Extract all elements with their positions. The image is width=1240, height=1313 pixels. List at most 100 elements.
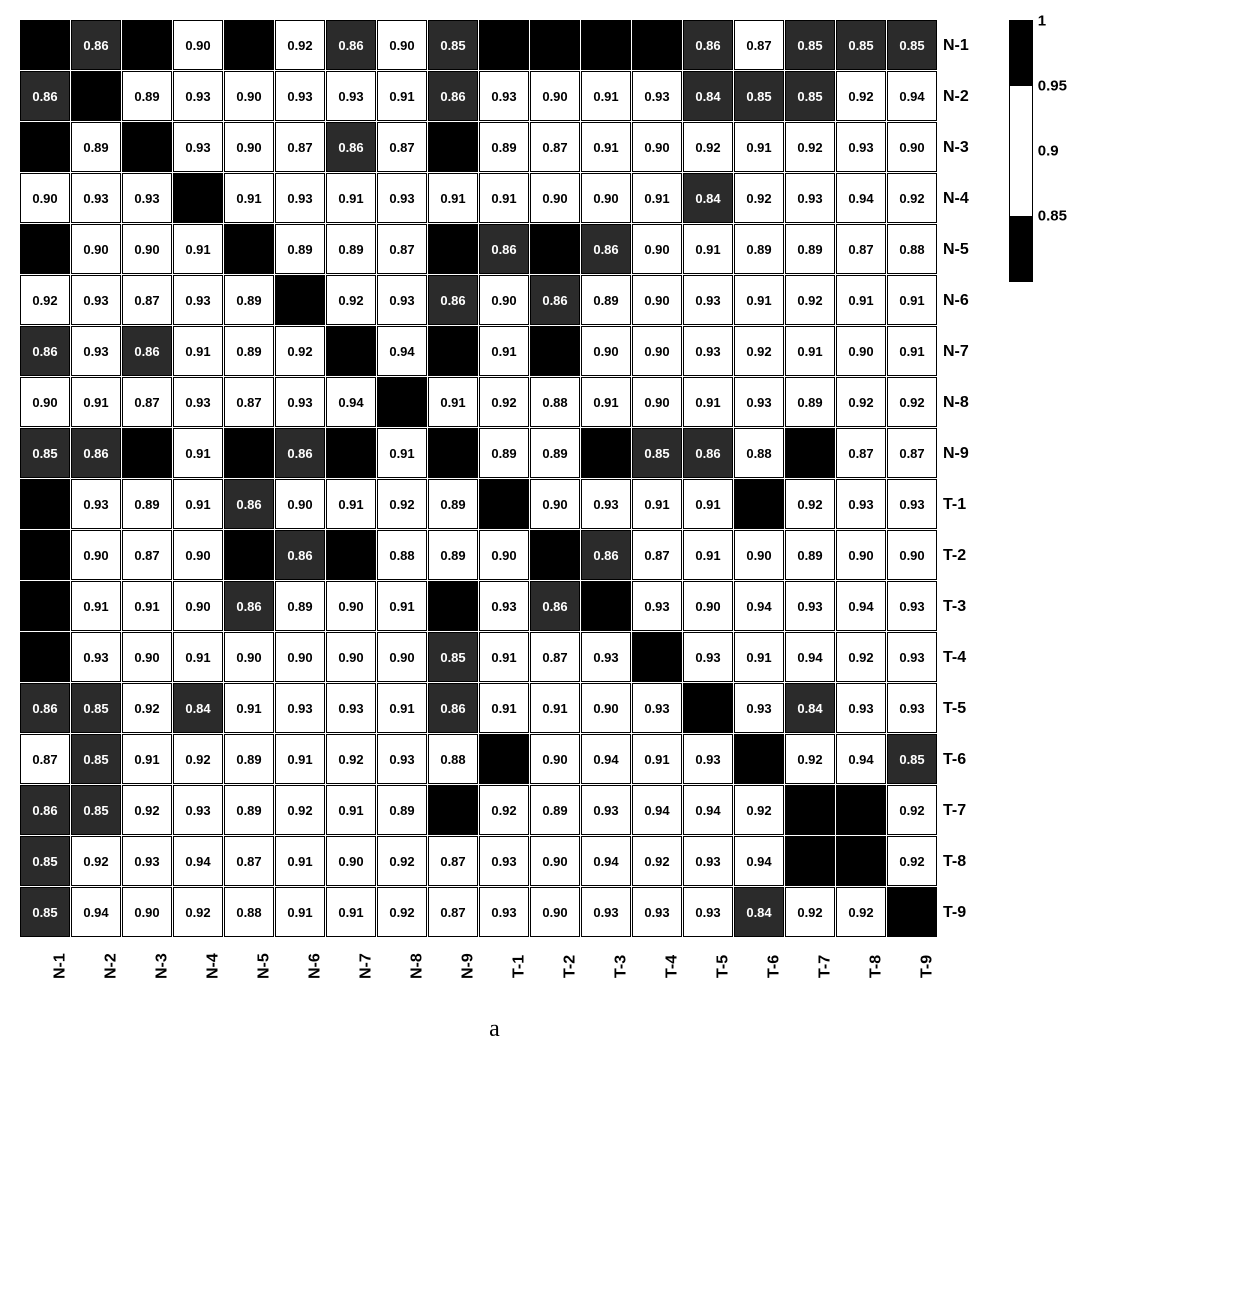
heatmap-cell: 0.91 — [275, 887, 325, 937]
heatmap-cell: 0.87 — [122, 377, 172, 427]
heatmap-cell: 0.87 — [122, 530, 172, 580]
heatmap-cell — [479, 734, 529, 784]
heatmap-cell: 0.90 — [632, 377, 682, 427]
heatmap-cell: 0.90 — [530, 71, 580, 121]
heatmap-cell: 0.91 — [173, 632, 223, 682]
heatmap-cell: 0.90 — [173, 20, 223, 70]
heatmap-cell: 0.91 — [632, 173, 682, 223]
heatmap-cell: 0.90 — [71, 530, 121, 580]
heatmap-cell: 0.86 — [224, 581, 274, 631]
heatmap-cell: 0.89 — [122, 71, 172, 121]
heatmap-cell: 0.92 — [734, 785, 784, 835]
heatmap-cell: 0.85 — [71, 683, 121, 733]
heatmap-cell: 0.91 — [836, 275, 886, 325]
heatmap-cell: 0.91 — [887, 275, 937, 325]
heatmap-cell — [428, 785, 478, 835]
heatmap-cell: 0.89 — [275, 224, 325, 274]
heatmap-cell: 0.85 — [734, 71, 784, 121]
heatmap-cell: 0.93 — [275, 377, 325, 427]
heatmap-cell: 0.91 — [326, 479, 376, 529]
heatmap-cell: 0.92 — [275, 20, 325, 70]
heatmap-cell: 0.90 — [377, 20, 427, 70]
colorbar-segment — [1010, 86, 1032, 216]
col-label: T-1 — [494, 946, 545, 986]
heatmap-cell: 0.90 — [377, 632, 427, 682]
heatmap-cell: 0.92 — [785, 122, 835, 172]
heatmap-cell: 0.89 — [785, 530, 835, 580]
heatmap-cell: 0.90 — [632, 122, 682, 172]
heatmap-cell — [428, 224, 478, 274]
colorbar-tick: 0.85 — [1038, 208, 1067, 225]
correlation-heatmap-figure: 0.860.900.920.860.900.850.860.870.850.85… — [20, 20, 1220, 1043]
heatmap-cell: 0.91 — [224, 683, 274, 733]
heatmap-cell: 0.86 — [428, 275, 478, 325]
heatmap-cell: 0.85 — [428, 20, 478, 70]
heatmap-cell: 0.90 — [887, 122, 937, 172]
col-label: T-4 — [647, 946, 698, 986]
heatmap-cell: 0.90 — [530, 734, 580, 784]
heatmap-cell: 0.92 — [326, 275, 376, 325]
heatmap-cell: 0.92 — [887, 836, 937, 886]
heatmap-cell: 0.94 — [581, 836, 631, 886]
heatmap-cell: 0.93 — [173, 785, 223, 835]
heatmap-cell: 0.89 — [479, 428, 529, 478]
heatmap-cell: 0.90 — [275, 632, 325, 682]
heatmap-cell — [428, 122, 478, 172]
heatmap-cell: 0.93 — [632, 581, 682, 631]
heatmap-cell: 0.94 — [632, 785, 682, 835]
row-label: N-2 — [943, 71, 969, 122]
heatmap-cell — [326, 530, 376, 580]
row-label: N-8 — [943, 377, 969, 428]
heatmap-cell: 0.91 — [734, 122, 784, 172]
heatmap-cell: 0.93 — [683, 326, 733, 376]
heatmap-cell — [326, 326, 376, 376]
heatmap-cell: 0.89 — [530, 785, 580, 835]
heatmap-cell: 0.91 — [377, 428, 427, 478]
heatmap-cell — [224, 428, 274, 478]
heatmap-cell: 0.91 — [377, 581, 427, 631]
heatmap-cell: 0.92 — [887, 173, 937, 223]
heatmap-cell: 0.90 — [836, 530, 886, 580]
heatmap-cell: 0.88 — [734, 428, 784, 478]
heatmap-cell: 0.91 — [224, 173, 274, 223]
heatmap-cell: 0.86 — [479, 224, 529, 274]
heatmap-cell: 0.93 — [836, 122, 886, 172]
heatmap-cell — [785, 785, 835, 835]
heatmap-cell: 0.84 — [785, 683, 835, 733]
heatmap-cell — [428, 428, 478, 478]
heatmap-cell: 0.91 — [173, 326, 223, 376]
heatmap-cell: 0.86 — [20, 326, 70, 376]
heatmap-cell: 0.93 — [122, 173, 172, 223]
heatmap-cell: 0.93 — [377, 275, 427, 325]
row-label: T-1 — [943, 479, 969, 530]
heatmap-cell: 0.92 — [377, 479, 427, 529]
heatmap-cell: 0.92 — [326, 734, 376, 784]
heatmap-cell: 0.93 — [173, 71, 223, 121]
col-label: T-8 — [851, 946, 902, 986]
heatmap-cell: 0.93 — [632, 887, 682, 937]
heatmap-cell: 0.87 — [530, 632, 580, 682]
heatmap-cell: 0.93 — [479, 581, 529, 631]
heatmap-cell: 0.87 — [224, 836, 274, 886]
heatmap-cell: 0.91 — [581, 377, 631, 427]
heatmap-cell: 0.91 — [632, 734, 682, 784]
row-label: T-9 — [943, 887, 969, 938]
heatmap-cell: 0.92 — [836, 377, 886, 427]
heatmap-cell — [224, 20, 274, 70]
heatmap-cell: 0.93 — [785, 581, 835, 631]
heatmap-cell: 0.85 — [20, 887, 70, 937]
row-labels: N-1N-2N-3N-4N-5N-6N-7N-8N-9T-1T-2T-3T-4T… — [943, 20, 969, 938]
heatmap-cell: 0.90 — [632, 326, 682, 376]
col-label: N-4 — [188, 946, 239, 986]
heatmap-cell: 0.92 — [785, 479, 835, 529]
heatmap-cell: 0.94 — [836, 581, 886, 631]
heatmap-cell: 0.89 — [785, 224, 835, 274]
heatmap-cell: 0.87 — [734, 20, 784, 70]
heatmap-cell: 0.86 — [326, 122, 376, 172]
colorbar-segment — [1010, 21, 1032, 86]
heatmap-cell: 0.90 — [122, 887, 172, 937]
heatmap-cell: 0.85 — [71, 785, 121, 835]
heatmap-cell: 0.90 — [530, 887, 580, 937]
heatmap-cell: 0.93 — [683, 887, 733, 937]
heatmap-cell — [122, 20, 172, 70]
